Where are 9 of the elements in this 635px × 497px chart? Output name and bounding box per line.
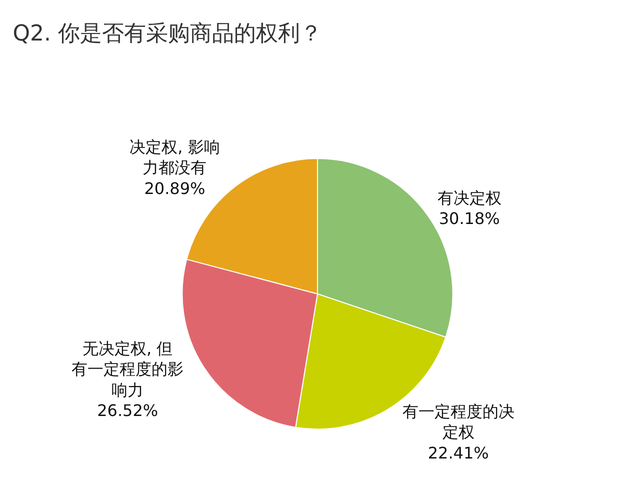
data-label: 30.18%	[438, 209, 500, 228]
data-label: 20.89%	[144, 178, 206, 198]
data-label: 26.52%	[97, 401, 158, 420]
slice-label: 决定权, 影响力都没有	[130, 137, 220, 178]
slice-label: 有决定权	[437, 188, 502, 208]
chart-title: Q2. 你是否有采购商品的权利？	[12, 21, 322, 46]
slice-label: 无决定权, 但有一定程度的影响力	[72, 338, 184, 400]
slice-label: 有一定程度的决定权	[402, 402, 514, 442]
data-label: 22.41%	[428, 443, 489, 462]
